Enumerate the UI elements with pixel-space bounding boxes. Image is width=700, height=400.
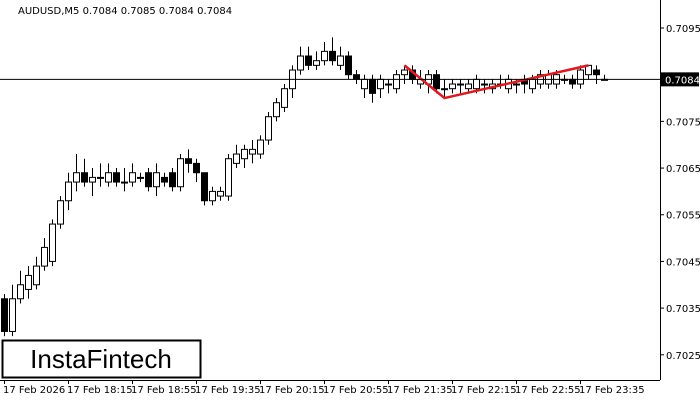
candle-body bbox=[193, 162, 200, 174]
candle-body bbox=[33, 265, 40, 286]
candle-body bbox=[297, 55, 304, 71]
x-tick-label: 17 Feb 22:15 bbox=[451, 385, 517, 396]
candle-body bbox=[249, 148, 256, 155]
y-tick-label: 0.7075 bbox=[666, 117, 700, 128]
candle-body bbox=[17, 284, 24, 300]
x-tick-label: 17 Feb 20:55 bbox=[323, 385, 389, 396]
candle-body bbox=[201, 172, 208, 202]
candle-body bbox=[257, 139, 264, 155]
x-tick-label: 17 Feb 18:15 bbox=[67, 385, 133, 396]
y-tick-label: 0.7065 bbox=[666, 164, 700, 175]
candle-body bbox=[345, 55, 352, 76]
candle-body bbox=[577, 69, 584, 85]
chart-title: AUDUSD,M5 0.7084 0.7085 0.7084 0.7084 bbox=[18, 6, 232, 17]
candle-body bbox=[89, 176, 96, 183]
candle-body bbox=[233, 153, 240, 164]
candle-body bbox=[225, 158, 232, 197]
price-label-box bbox=[661, 72, 699, 87]
candle-body bbox=[353, 74, 360, 80]
candle-body bbox=[153, 172, 160, 188]
candle-body bbox=[265, 116, 272, 141]
y-tick-label: 0.7035 bbox=[666, 304, 700, 315]
x-tick-label: 17 Feb 19:35 bbox=[195, 385, 261, 396]
candle-body bbox=[145, 172, 152, 188]
x-tick-label: 17 Feb 23:35 bbox=[579, 385, 645, 396]
y-tick-label: 0.7055 bbox=[666, 211, 700, 222]
candle-body bbox=[321, 50, 328, 62]
y-tick-label: 0.7095 bbox=[666, 24, 700, 35]
candle-body bbox=[177, 158, 184, 188]
price-label: 0.7084 bbox=[665, 75, 700, 86]
candle-body bbox=[9, 298, 16, 332]
candle-body bbox=[1, 298, 8, 332]
candle-body bbox=[241, 148, 248, 160]
candle-body bbox=[337, 55, 344, 66]
candle-body bbox=[393, 74, 400, 90]
candle-body bbox=[593, 69, 600, 76]
candle-body bbox=[185, 158, 192, 164]
candle-body bbox=[457, 83, 464, 86]
candle-body bbox=[169, 172, 176, 188]
candle-body bbox=[473, 78, 480, 90]
candle-body bbox=[377, 78, 384, 90]
candle-body bbox=[529, 78, 536, 90]
logo: InstaFintech bbox=[30, 344, 172, 374]
candle-body bbox=[121, 181, 128, 184]
candle-body bbox=[281, 88, 288, 108]
candle-body bbox=[305, 55, 312, 66]
candle-body bbox=[41, 246, 48, 267]
candle-body bbox=[569, 78, 576, 85]
candle-body bbox=[65, 181, 72, 202]
candle-body bbox=[161, 176, 168, 183]
candle-body bbox=[81, 172, 88, 183]
candle-body bbox=[361, 78, 368, 90]
candle-body bbox=[113, 172, 120, 183]
candle-body bbox=[329, 50, 336, 62]
x-tick-label: 17 Feb 18:55 bbox=[131, 385, 197, 396]
candle-body bbox=[465, 83, 472, 90]
candle-body bbox=[57, 200, 64, 225]
candle-body bbox=[209, 190, 216, 202]
candle-body bbox=[97, 176, 104, 179]
candle-body bbox=[273, 102, 280, 118]
candle-body bbox=[137, 176, 144, 179]
candle-body bbox=[433, 74, 440, 90]
pattern-line bbox=[403, 64, 589, 100]
y-tick-label: 0.7045 bbox=[666, 257, 700, 268]
x-tick-label: 17 Feb 2026 bbox=[3, 385, 65, 396]
x-tick-label: 17 Feb 20:15 bbox=[259, 385, 325, 396]
x-tick-label: 17 Feb 21:35 bbox=[387, 385, 453, 396]
candle-body bbox=[481, 83, 488, 86]
logo-box bbox=[1, 339, 202, 379]
candle-body bbox=[313, 60, 320, 66]
candle-body bbox=[385, 83, 392, 86]
candle-body bbox=[513, 83, 520, 86]
candle-body bbox=[217, 190, 224, 197]
y-tick-label: 0.7025 bbox=[666, 351, 700, 362]
candle-body bbox=[105, 172, 112, 183]
candle-body bbox=[401, 69, 408, 76]
candle-body bbox=[25, 274, 32, 290]
candle-body bbox=[441, 88, 448, 91]
x-tick-label: 17 Feb 22:55 bbox=[515, 385, 581, 396]
candle-body bbox=[369, 78, 376, 94]
candle-body bbox=[449, 83, 456, 90]
candle-body bbox=[49, 223, 56, 262]
candle-body bbox=[73, 172, 80, 183]
candle-body bbox=[129, 172, 136, 183]
